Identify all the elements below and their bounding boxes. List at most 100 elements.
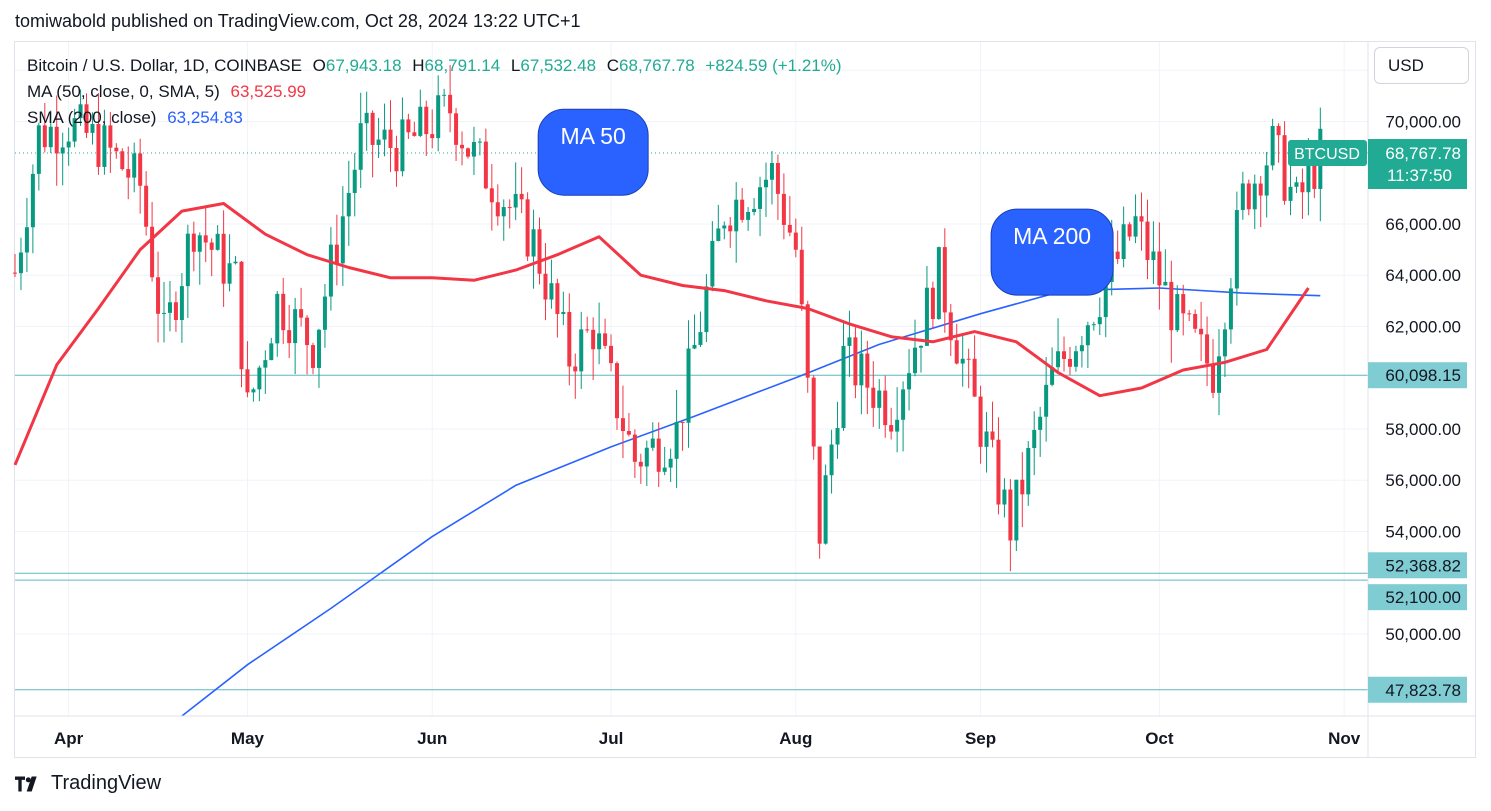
candle-body	[1240, 183, 1245, 211]
candle-body	[162, 312, 167, 314]
candle-body	[322, 296, 327, 330]
candle-body	[281, 293, 286, 331]
candle-body	[668, 458, 673, 468]
candle-body	[78, 104, 83, 119]
candle-body	[132, 153, 137, 178]
candle-body	[293, 309, 298, 344]
axes: 72,000.0070,000.0066,000.0064,000.0062,0…	[15, 42, 1475, 757]
candle-body	[537, 229, 542, 274]
candle-body	[102, 125, 107, 167]
candle-body	[883, 390, 888, 426]
candle-body	[239, 261, 244, 370]
candle-body	[1145, 221, 1150, 260]
horizontal-levels	[15, 152, 1368, 691]
candle-body	[1073, 351, 1078, 367]
candle-body	[626, 431, 631, 435]
candle-body	[215, 233, 220, 250]
candle-body	[1014, 479, 1019, 541]
candle-body	[1079, 345, 1084, 352]
x-tick-label: May	[231, 729, 265, 748]
candle-body	[954, 340, 959, 364]
candle-body	[114, 147, 119, 152]
candle-body	[704, 286, 709, 333]
candle-body	[167, 302, 172, 313]
candle-body	[1288, 186, 1293, 201]
candle-body	[930, 287, 935, 320]
candle-body	[1056, 351, 1061, 368]
candle-body	[835, 428, 840, 445]
price-tag-countdown: 11:37:50	[1387, 166, 1452, 185]
annotation-text: MA 200	[1013, 223, 1091, 249]
level-tag	[1368, 552, 1467, 579]
candle-body	[877, 390, 882, 408]
candle-body	[853, 337, 858, 386]
candle-body	[388, 129, 393, 149]
level-tag	[1368, 676, 1467, 703]
ma50-line	[13, 202, 1310, 466]
symbol-tag	[1288, 140, 1367, 167]
candle-body	[179, 286, 184, 320]
candle-body	[1157, 251, 1162, 286]
candle-body	[656, 438, 661, 472]
candle-body	[638, 461, 643, 467]
legend-ma50-row[interactable]: MA (50, close, 0, SMA, 5) 63,525.99	[27, 79, 842, 105]
candle-body	[382, 129, 387, 140]
candle-body	[1216, 356, 1221, 393]
x-tick-label: Oct	[1145, 729, 1174, 748]
candle-body	[680, 421, 685, 423]
candle-body	[948, 312, 953, 341]
x-tick-label: Nov	[1328, 729, 1361, 748]
candle-body	[108, 125, 113, 148]
candle-body	[400, 119, 405, 172]
candle-body	[173, 302, 178, 320]
candle-body	[418, 106, 423, 136]
candle-body	[734, 199, 739, 232]
candle-body	[942, 247, 947, 313]
candle-body	[799, 249, 804, 305]
candle-body	[1205, 334, 1210, 364]
candle-body	[1133, 216, 1138, 237]
candle-body	[865, 353, 870, 388]
candle-body	[918, 345, 923, 348]
legend-ma200-row[interactable]: SMA (200, close) 63,254.83	[27, 105, 842, 131]
candle-body	[191, 233, 196, 252]
candle-body	[996, 439, 1001, 505]
currency-selector[interactable]: USD	[1374, 47, 1469, 84]
close-label: C	[606, 56, 620, 75]
annotations: MA 50 MA 200	[537, 108, 1114, 296]
candle-body	[257, 367, 262, 390]
ma200-label: SMA (200, close)	[27, 108, 157, 127]
candle-body	[1038, 416, 1043, 430]
candle-body	[84, 104, 89, 133]
candle-body	[1115, 251, 1120, 260]
candle-body	[1181, 294, 1186, 314]
candle-body	[775, 163, 780, 194]
y-tick-label: 64,000.00	[1385, 266, 1461, 285]
candle-body	[299, 309, 304, 318]
candle-body	[1050, 367, 1055, 385]
candle-body	[1246, 183, 1251, 210]
chart-legend: Bitcoin / U.S. Dollar, 1D, COINBASE O67,…	[27, 53, 842, 131]
y-tick-label: 58,000.00	[1385, 420, 1461, 439]
candle-body	[525, 199, 530, 257]
candle-body	[1222, 329, 1227, 357]
annotation-bubble	[537, 108, 649, 196]
symbol-label: Bitcoin / U.S. Dollar, 1D, COINBASE	[27, 56, 302, 75]
tradingview-brand[interactable]: TradingView	[15, 772, 161, 795]
candle-body	[567, 311, 572, 367]
candle-body	[531, 229, 536, 257]
candle-body	[1300, 182, 1305, 193]
candle-body	[901, 389, 906, 420]
high-value: 68,791.14	[424, 56, 501, 75]
candle-body	[1151, 251, 1156, 260]
candle-body	[585, 329, 590, 331]
candle-body	[364, 112, 369, 124]
candle-body	[978, 396, 983, 447]
candle-body	[96, 124, 101, 167]
level-tag	[1368, 362, 1467, 389]
candle-body	[54, 126, 59, 154]
candle-body	[859, 353, 864, 386]
candle-body	[1193, 313, 1198, 329]
publisher-line: tomiwabold published on TradingView.com,…	[15, 11, 581, 31]
